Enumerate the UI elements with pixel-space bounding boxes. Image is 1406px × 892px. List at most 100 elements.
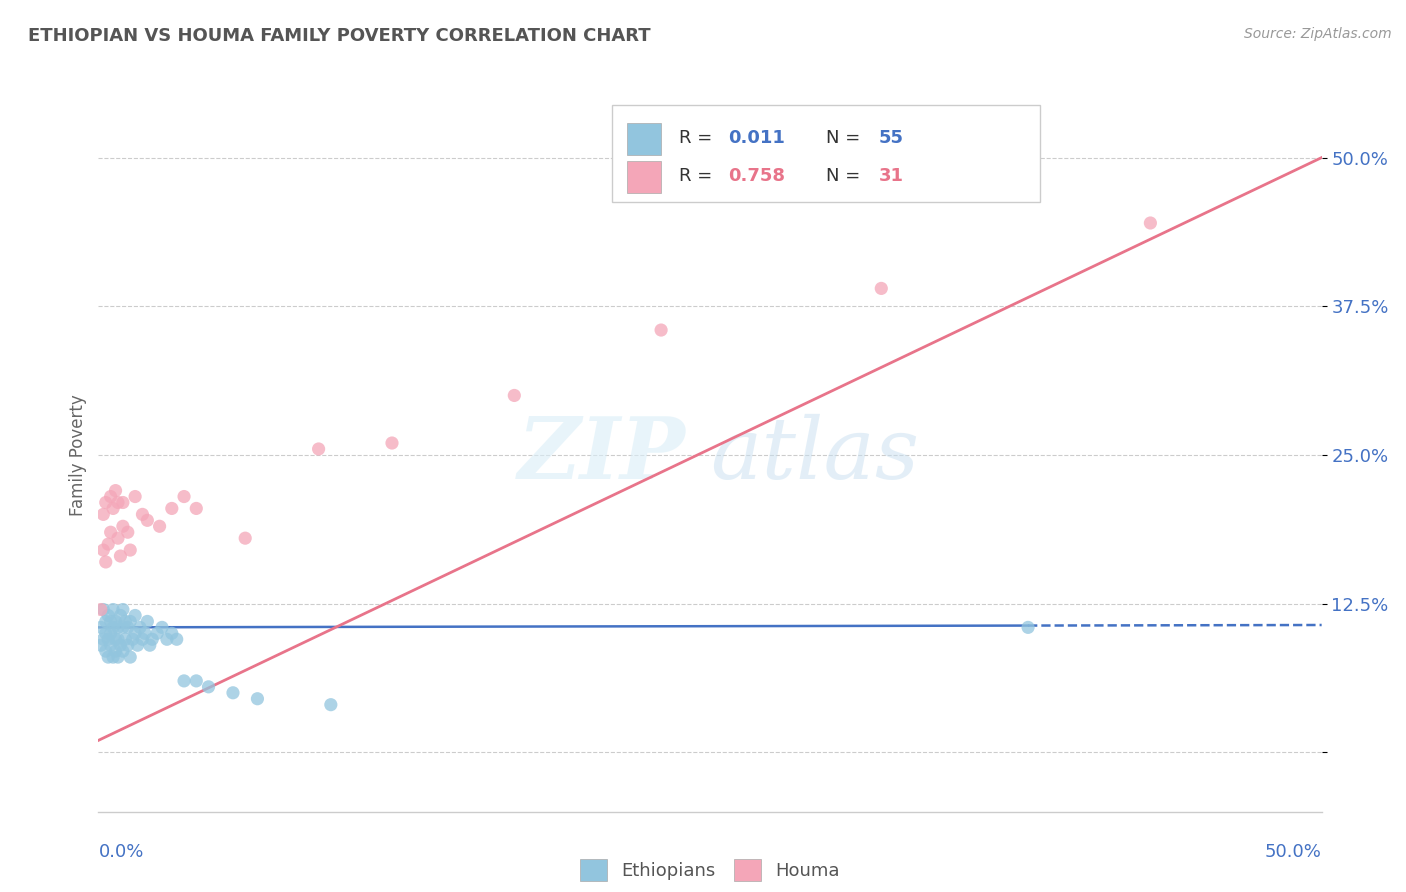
Point xyxy=(94,644,117,658)
Point xyxy=(129,620,152,634)
Point xyxy=(150,620,173,634)
Point xyxy=(90,620,112,634)
Point xyxy=(100,490,122,504)
Point xyxy=(136,513,159,527)
Text: N =: N = xyxy=(827,128,866,146)
Point xyxy=(134,626,156,640)
Point xyxy=(111,602,134,616)
FancyBboxPatch shape xyxy=(627,122,661,154)
Point xyxy=(107,632,129,647)
Point xyxy=(104,615,127,629)
Point xyxy=(1139,216,1161,230)
Point xyxy=(104,644,127,658)
Text: N =: N = xyxy=(827,167,866,185)
Point xyxy=(124,626,146,640)
Point xyxy=(94,495,117,509)
Point xyxy=(870,281,893,295)
Point xyxy=(120,615,142,629)
Text: ZIP: ZIP xyxy=(517,413,686,497)
Point xyxy=(110,549,132,563)
Point xyxy=(117,638,139,652)
Point xyxy=(91,543,114,558)
Point xyxy=(120,543,142,558)
Point xyxy=(233,531,256,545)
Point xyxy=(111,519,134,533)
Text: R =: R = xyxy=(679,128,718,146)
Text: 0.0%: 0.0% xyxy=(98,843,143,861)
Point xyxy=(1017,620,1039,634)
Point xyxy=(166,632,188,647)
Point xyxy=(141,632,163,647)
Point xyxy=(110,608,132,623)
Point xyxy=(650,323,672,337)
Point xyxy=(101,501,124,516)
Text: 55: 55 xyxy=(879,128,904,146)
Legend: Ethiopians, Houma: Ethiopians, Houma xyxy=(572,852,848,888)
Text: R =: R = xyxy=(679,167,718,185)
Point xyxy=(131,508,153,522)
Point xyxy=(101,650,124,665)
Point xyxy=(124,608,146,623)
Point xyxy=(94,615,117,629)
Point xyxy=(100,525,122,540)
Point xyxy=(91,508,114,522)
Point xyxy=(173,673,195,688)
Point xyxy=(100,615,122,629)
Point xyxy=(101,620,124,634)
Point xyxy=(197,680,219,694)
Point xyxy=(136,615,159,629)
FancyBboxPatch shape xyxy=(627,161,661,194)
Point xyxy=(97,608,120,623)
Point xyxy=(149,519,172,533)
Point xyxy=(110,638,132,652)
Point xyxy=(97,537,120,551)
Point xyxy=(111,620,134,634)
Point xyxy=(160,626,183,640)
Point xyxy=(101,602,124,616)
Point xyxy=(94,555,117,569)
Point xyxy=(146,626,169,640)
Point xyxy=(156,632,179,647)
Point xyxy=(186,501,208,516)
Point xyxy=(90,602,112,616)
Point xyxy=(94,626,117,640)
Point xyxy=(100,638,122,652)
Point xyxy=(124,490,146,504)
Point xyxy=(97,632,120,647)
Point xyxy=(111,495,134,509)
Point xyxy=(222,686,245,700)
Point xyxy=(503,388,526,402)
FancyBboxPatch shape xyxy=(612,105,1040,202)
Point xyxy=(111,644,134,658)
Point xyxy=(131,632,153,647)
Point xyxy=(160,501,183,516)
Point xyxy=(173,490,195,504)
Point xyxy=(308,442,330,456)
Point xyxy=(139,638,162,652)
Text: 31: 31 xyxy=(879,167,904,185)
Point xyxy=(114,632,136,647)
Text: ETHIOPIAN VS HOUMA FAMILY POVERTY CORRELATION CHART: ETHIOPIAN VS HOUMA FAMILY POVERTY CORREL… xyxy=(28,27,651,45)
Point xyxy=(117,525,139,540)
Point xyxy=(114,615,136,629)
Point xyxy=(127,638,149,652)
Point xyxy=(107,650,129,665)
Point xyxy=(97,650,120,665)
Point xyxy=(186,673,208,688)
Point xyxy=(107,620,129,634)
Point xyxy=(120,650,142,665)
Text: 0.758: 0.758 xyxy=(728,167,786,185)
Y-axis label: Family Poverty: Family Poverty xyxy=(69,394,87,516)
Point xyxy=(104,483,127,498)
Point xyxy=(107,495,129,509)
Point xyxy=(91,632,114,647)
Point xyxy=(100,626,122,640)
Point xyxy=(91,602,114,616)
Point xyxy=(246,691,269,706)
Text: 0.011: 0.011 xyxy=(728,128,786,146)
Point xyxy=(104,632,127,647)
Point xyxy=(121,632,143,647)
Point xyxy=(117,620,139,634)
Text: atlas: atlas xyxy=(710,414,920,496)
Text: Source: ZipAtlas.com: Source: ZipAtlas.com xyxy=(1244,27,1392,41)
